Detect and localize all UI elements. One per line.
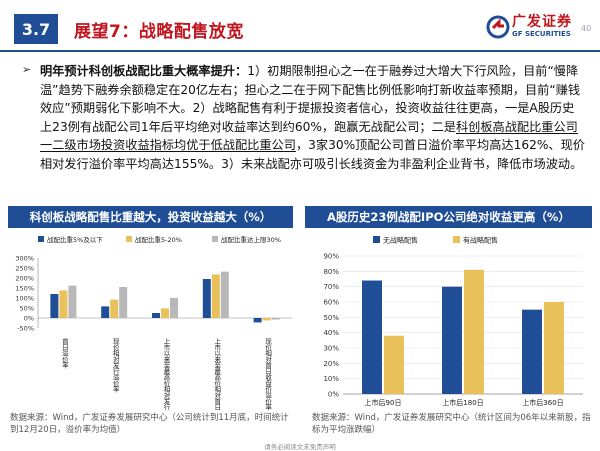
y-tick-label: 0%: [24, 315, 34, 323]
y-tick-label: 150%: [15, 285, 34, 293]
legend-swatch: [38, 236, 44, 242]
x-category-label: 上市后360日: [522, 398, 563, 407]
y-tick-label: 80%: [323, 268, 339, 276]
y-tick-label: 50%: [323, 314, 339, 322]
x-category-label: 上市以来至最高价相对首日收盘价溢价率: [213, 337, 221, 410]
bar: [50, 294, 59, 318]
legend-label: 有战略配售: [463, 236, 498, 245]
header-divider: [0, 50, 600, 52]
y-tick-label: 250%: [15, 265, 34, 273]
body-text-1: 1）初期限制担心之一在于融券过大增大下行风险，目前“慢降温”趋势下融券余额稳定在…: [40, 64, 581, 134]
y-tick-label: 30%: [323, 345, 339, 353]
body-underlined: 科创板高战配比重公司一二级市场投资收益指标均优于低战配比重公司: [40, 119, 578, 153]
x-category-label: 现价相对首日收盘价溢价率: [264, 338, 272, 410]
chart-left: 战配比重5%及以下 战配比重5-20% 战配比重达上限30% 300% 250% 200%…: [15, 235, 292, 410]
legend-label: 战配比重5%及以下: [47, 235, 103, 244]
body-paragraph: 明年预计科创板战配比重大概率提升：1）初期限制担心之一在于融券过大增大下行风险，…: [40, 62, 585, 174]
bar: [68, 285, 77, 318]
bar: [161, 308, 169, 318]
legend-swatch: [453, 236, 460, 243]
body-text-2: ，3家30%顶配公司首日溢价率平均高达162%、现价相对发行溢价率平均高达155…: [40, 138, 585, 171]
logo-text-en: GF SECURITIES: [512, 30, 571, 38]
bar: [110, 299, 119, 318]
bar: [442, 286, 462, 394]
body-lead: 明年预计科创板战配比重大概率提升：: [40, 64, 248, 78]
x-category-label: 上市后90日: [365, 398, 402, 407]
slide-title: 展望7：战略配售放宽: [74, 22, 244, 42]
bar: [362, 280, 382, 394]
x-category-label: 首日溢价率: [60, 337, 68, 370]
y-tick-label: 50%: [20, 305, 34, 313]
slide-header: 3.7 展望7：战略配售放宽 广发证券 GF SECURITIES 40: [0, 0, 600, 56]
section-number-badge: 3.7: [14, 14, 58, 44]
bar: [271, 318, 280, 320]
legend-label: 战配比重5-20%: [135, 235, 182, 244]
bar: [262, 318, 271, 321]
legend-label: 无战略配售: [383, 236, 418, 245]
y-tick-label: 40%: [323, 329, 339, 337]
bar: [464, 269, 484, 394]
bar: [220, 271, 229, 318]
y-tick-label: 90%: [323, 253, 339, 261]
legend-swatch: [126, 236, 132, 242]
x-category-label: 现价相对发行溢价率: [111, 338, 119, 394]
bar: [544, 302, 564, 394]
y-tick-label: 300%: [15, 255, 34, 263]
y-tick-label: 10%: [323, 375, 339, 383]
page-number: 40: [581, 24, 592, 33]
bullet-icon: ➢: [22, 63, 32, 76]
y-tick-label: 200%: [15, 275, 34, 283]
y-tick-label: -50%: [17, 325, 34, 333]
bar: [211, 274, 220, 318]
chart-right: 无战略配售 有战略配售 90% 80% 70% 60% 50% 40% 30% 20% 10% 0% 上…: [323, 236, 583, 407]
source-note-left: 数据来源：Wind，广发证券发展研究中心（公司统计到11月底，时间统计到12月2…: [10, 413, 289, 435]
x-category-label: 上市以来至最高价相对发行价溢价率: [162, 337, 170, 410]
legend-swatch: [212, 236, 218, 242]
chart-title-left: 科创板战略配售比重越大，投资收益越大（%）: [8, 206, 293, 228]
x-category-label: 上市后180日: [442, 398, 483, 407]
chart-title-right: A股历史23例战配IPO公司绝对收益更高（%）: [305, 206, 592, 228]
y-tick-label: 70%: [323, 283, 339, 291]
legend-swatch: [373, 236, 380, 243]
y-tick-label: 100%: [15, 295, 34, 303]
bar: [253, 318, 262, 323]
logo-mark-icon: [486, 15, 510, 39]
disclaimer-footer: 请务必阅读文末免责声明: [264, 443, 336, 451]
bar: [152, 313, 160, 318]
bar: [59, 290, 68, 318]
bar: [384, 335, 404, 394]
company-logo: 广发证券 GF SECURITIES: [486, 11, 578, 45]
source-note-right: 数据来源：Wind，广发证券发展研究中心（统计区间为06年以来新股，指标为平均涨…: [312, 413, 591, 435]
y-tick-label: 20%: [323, 360, 339, 368]
bar: [522, 309, 542, 394]
y-tick-label: 0%: [328, 391, 339, 399]
legend-label: 战配比重达上限30%: [221, 235, 281, 244]
bar: [101, 306, 110, 318]
bar: [119, 287, 128, 318]
bar: [170, 298, 178, 318]
y-tick-label: 60%: [323, 299, 339, 307]
logo-text-cn: 广发证券: [512, 14, 572, 30]
bar: [202, 279, 211, 318]
